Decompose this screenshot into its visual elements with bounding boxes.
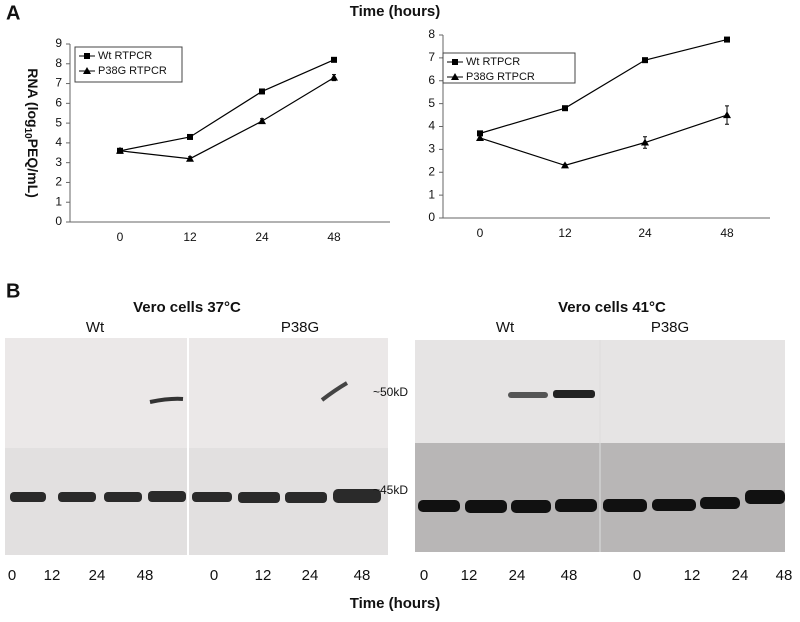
x-tick-label: 0 xyxy=(477,226,484,240)
blot-image xyxy=(415,340,785,552)
y-axis-title-part: 10 xyxy=(22,128,33,140)
axis-title: Time (hours) xyxy=(350,3,441,20)
y-tick-label: 1 xyxy=(428,187,435,201)
blot-image xyxy=(5,338,388,555)
blot-title: Vero cells 41°C xyxy=(558,299,666,316)
point xyxy=(476,133,484,141)
lane-label: 24 xyxy=(302,567,319,584)
group-label: P38G xyxy=(651,319,689,336)
legend-marker xyxy=(451,73,459,80)
legend-marker xyxy=(452,59,458,65)
y-tick-label: 9 xyxy=(55,36,62,50)
legend-box xyxy=(442,52,576,84)
x-tick-label: 48 xyxy=(720,226,734,240)
y-tick-label: 8 xyxy=(428,27,435,41)
x-tick-label: 12 xyxy=(558,226,572,240)
point xyxy=(642,57,648,64)
x-tick-label: 0 xyxy=(117,230,124,244)
blot-title: Vero cells 37°C xyxy=(133,299,241,316)
point xyxy=(186,154,194,162)
y-tick-label: 8 xyxy=(55,56,62,70)
lane-label: 12 xyxy=(44,567,61,584)
size-marker: ~45kD xyxy=(373,483,408,497)
lane-label: 24 xyxy=(89,567,106,584)
y-tick-label: 4 xyxy=(55,135,62,149)
lane-label: 12 xyxy=(255,567,272,584)
legend-label: P38G RTPCR xyxy=(466,71,535,83)
x-tick-label: 12 xyxy=(183,230,197,244)
lane-label: 48 xyxy=(776,567,793,584)
point xyxy=(116,146,124,154)
point xyxy=(561,161,569,169)
lane-label: 0 xyxy=(210,567,218,584)
y-tick-label: 5 xyxy=(55,115,62,129)
legend-label: Wt RTPCR xyxy=(98,50,152,62)
x-tick-label: 24 xyxy=(255,230,269,244)
legend-marker xyxy=(83,67,91,74)
point xyxy=(723,111,731,119)
size-marker: ~50kD xyxy=(373,385,408,399)
line xyxy=(479,114,728,167)
y-tick-label: 2 xyxy=(55,175,62,189)
point xyxy=(724,36,730,43)
y-tick-label: 6 xyxy=(428,73,435,87)
axis-title: Time (hours) xyxy=(350,595,441,612)
y-tick-label: 5 xyxy=(428,96,435,110)
y-tick-label: 4 xyxy=(428,119,435,133)
line xyxy=(479,38,728,134)
y-axis-title-part: RNA (log xyxy=(25,68,41,127)
point xyxy=(331,56,337,63)
x-tick-label: 48 xyxy=(327,230,341,244)
y-tick-label: 7 xyxy=(55,76,62,90)
y-tick-label: 3 xyxy=(428,142,435,156)
panel-label: B xyxy=(6,280,20,302)
legend-marker xyxy=(84,53,90,59)
y-tick-label: 3 xyxy=(55,155,62,169)
y-tick-label: 7 xyxy=(428,50,435,64)
lane-label: 48 xyxy=(354,567,371,584)
lane-label: 48 xyxy=(137,567,154,584)
lane-label: 12 xyxy=(461,567,478,584)
group-label: Wt xyxy=(86,319,105,336)
group-label: Wt xyxy=(496,319,515,336)
y-axis-title-part: PEQ/mL) xyxy=(25,139,41,198)
group-label: P38G xyxy=(281,319,319,336)
panel-label: A xyxy=(6,2,20,24)
point xyxy=(187,133,193,140)
x-tick-label: 24 xyxy=(638,226,652,240)
point xyxy=(562,105,568,112)
point xyxy=(259,88,265,95)
point xyxy=(477,130,483,137)
lane-label: 12 xyxy=(684,567,701,584)
y-tick-label: 6 xyxy=(55,96,62,110)
lane-label: 48 xyxy=(561,567,578,584)
lane-label: 24 xyxy=(732,567,749,584)
point xyxy=(258,117,266,125)
lane-label: 0 xyxy=(8,567,16,584)
y-axis-title: RNA (log10PEQ/mL) xyxy=(22,68,41,198)
legend-label: Wt RTPCR xyxy=(466,56,520,68)
lane-label: 24 xyxy=(509,567,526,584)
y-tick-label: 2 xyxy=(428,164,435,178)
legend-box xyxy=(74,46,183,83)
point xyxy=(641,138,649,146)
point xyxy=(330,73,338,81)
lane-label: 0 xyxy=(633,567,641,584)
lane-label: 0 xyxy=(420,567,428,584)
line xyxy=(119,59,335,152)
legend-label: P38G RTPCR xyxy=(98,65,167,77)
y-tick-label: 0 xyxy=(55,214,62,228)
y-tick-label: 1 xyxy=(55,194,62,208)
y-tick-label: 0 xyxy=(428,210,435,224)
line xyxy=(119,77,335,160)
